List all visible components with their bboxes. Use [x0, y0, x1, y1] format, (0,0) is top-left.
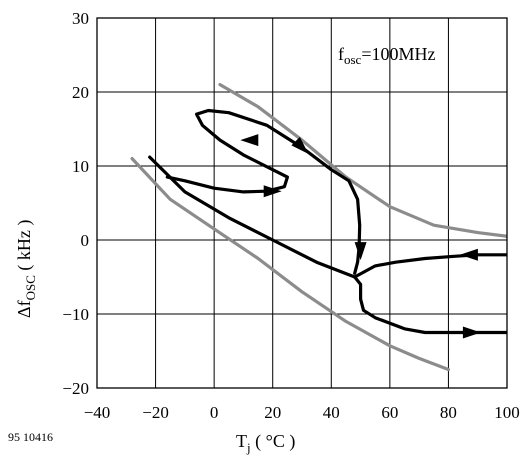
figure-id: 95 10416 — [8, 430, 53, 444]
x-tick-label: −20 — [142, 403, 169, 422]
direction-arrow — [291, 136, 309, 154]
x-tick-label: 20 — [264, 403, 281, 422]
plot-frame — [96, 17, 508, 389]
series-line-2 — [130, 157, 450, 372]
y-tick-labels: 30 20 10 0 −10 −20 — [62, 9, 89, 398]
direction-arrow — [263, 185, 282, 198]
x-axis-label: Tj ( °C ) — [236, 431, 295, 455]
x-tick-labels: −40 −20 0 20 40 60 80 100 — [84, 403, 520, 422]
frequency-annotation: fosc=100MHz — [338, 44, 436, 67]
direction-arrow — [459, 248, 478, 261]
y-tick-label: 0 — [81, 231, 90, 250]
arrow-group — [240, 134, 481, 339]
series-line-3 — [148, 155, 507, 335]
series-group — [130, 83, 507, 372]
y-axis-label: ΔfOSC ( kHz ) — [14, 220, 38, 318]
series-line-1 — [218, 83, 507, 238]
y-tick-label: −10 — [62, 305, 89, 324]
y-tick-label: 10 — [72, 157, 89, 176]
series-line-5 — [353, 253, 507, 279]
x-tick-label: 60 — [381, 403, 398, 422]
direction-arrow — [462, 326, 481, 339]
direction-arrow — [240, 134, 259, 147]
x-tick-label: −40 — [84, 403, 111, 422]
grid — [97, 18, 507, 388]
y-tick-label: 20 — [72, 83, 89, 102]
y-tick-label: 30 — [72, 9, 89, 28]
direction-arrow — [354, 242, 367, 261]
x-tick-label: 40 — [323, 403, 340, 422]
x-tick-label: 80 — [440, 403, 457, 422]
y-tick-label: −20 — [62, 379, 89, 398]
series-line-4 — [165, 108, 362, 275]
x-tick-label: 100 — [494, 403, 520, 422]
x-tick-label: 0 — [210, 403, 219, 422]
